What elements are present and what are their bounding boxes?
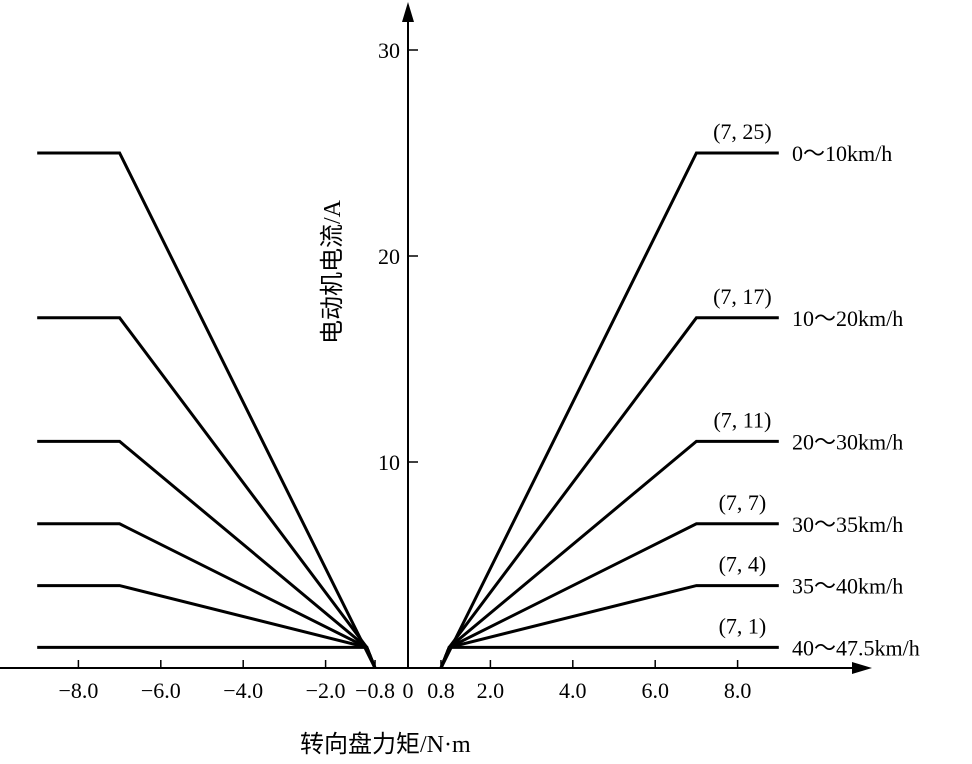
series-line-right-1	[439, 151, 779, 669]
x-tick-label: −0.8	[355, 678, 395, 703]
series-name-label: 40～47.5km/h	[792, 635, 920, 660]
x-tick-label: −8.0	[58, 678, 98, 703]
series-lines	[37, 151, 779, 669]
axes	[0, 2, 872, 674]
y-tick-label: 20	[378, 244, 400, 269]
y-tick-label: 10	[378, 450, 400, 475]
y-tick-label: 30	[378, 38, 400, 63]
x-tick-label: 6.0	[641, 678, 669, 703]
x-tick-label: 0	[403, 678, 414, 703]
point-label: (7, 7)	[719, 490, 767, 515]
series-name-label: 30～35km/h	[792, 512, 903, 537]
series-name-label: 20～30km/h	[792, 429, 903, 454]
x-tick-label: −2.0	[306, 678, 346, 703]
y-axis-title: 电动机电流/A	[319, 199, 346, 344]
x-tick-label: −4.0	[223, 678, 263, 703]
x-axis-arrow-icon	[852, 662, 872, 674]
series-line-left-3	[37, 439, 377, 669]
x-tick-label: 0.8	[427, 678, 455, 703]
annotations: (7, 25) 0～10km/h (7, 17) 10～20km/h (7, 11) 20…	[713, 119, 920, 660]
point-label: (7, 4)	[719, 552, 767, 577]
series-line-right-6	[439, 645, 779, 669]
point-label: (7, 1)	[719, 613, 767, 638]
x-tick-label: −6.0	[141, 678, 181, 703]
series-line-left-1	[37, 151, 377, 669]
y-axis-arrow-icon	[402, 2, 414, 22]
series-name-label: 10～20km/h	[792, 306, 903, 331]
ticks: −8.0 −6.0 −4.0 −2.0 −0.8 0 0.8 2.0 4.0 6.0 8.0 10 20…	[58, 38, 751, 703]
series-line-left-6	[37, 645, 377, 669]
series-name-label: 35～40km/h	[792, 574, 903, 599]
x-tick-label: 8.0	[724, 678, 752, 703]
x-axis-title: 转向盘力矩/N·m	[300, 731, 471, 758]
point-label: (7, 17)	[713, 284, 772, 309]
point-label: (7, 25)	[713, 119, 772, 144]
x-tick-label: 4.0	[559, 678, 587, 703]
series-line-left-2	[37, 316, 377, 669]
series-name-label: 0～10km/h	[792, 141, 892, 166]
x-tick-label: 2.0	[477, 678, 505, 703]
point-label: (7, 11)	[713, 407, 771, 432]
